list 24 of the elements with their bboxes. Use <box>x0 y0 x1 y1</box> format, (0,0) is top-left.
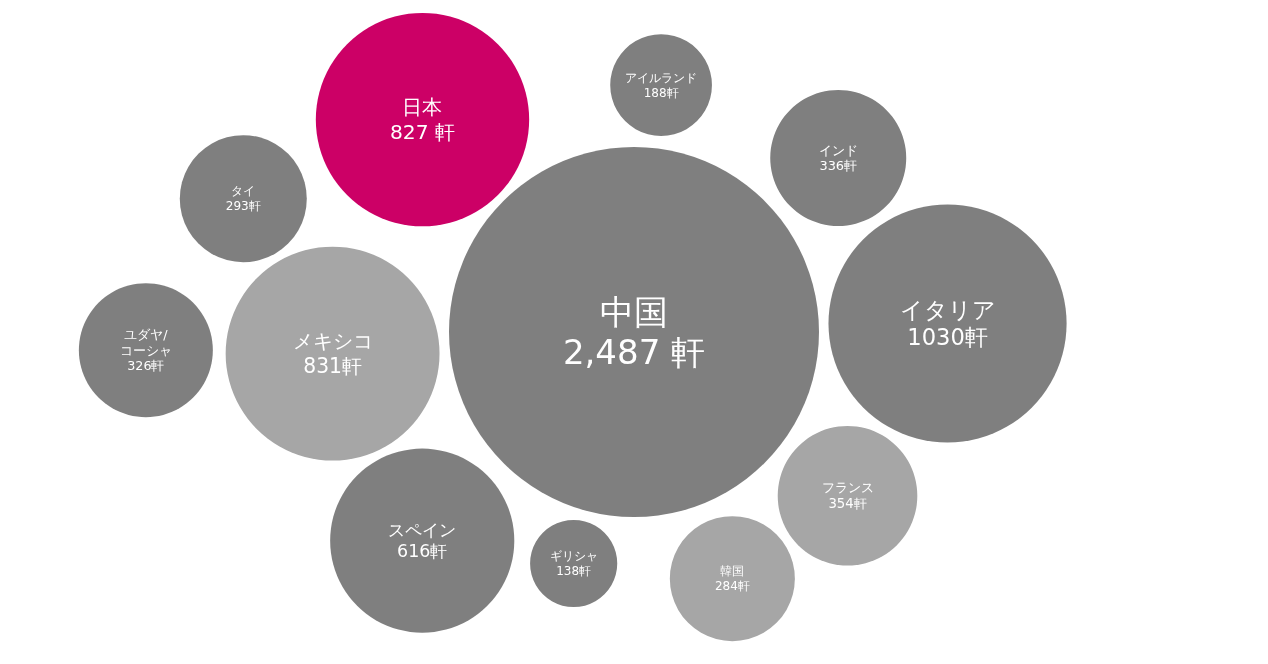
category-label: インド <box>818 142 858 158</box>
category-label: 韓国 <box>720 564 745 579</box>
category-label: タイ <box>231 184 256 199</box>
category-label: メキシコ <box>292 329 373 354</box>
category-label: 中国 <box>600 292 668 332</box>
data-label: 827 軒 <box>389 119 456 144</box>
data-label: 188軒 <box>643 85 679 100</box>
data-label: 138軒 <box>556 564 592 579</box>
category-label: ユダヤ/ コーシャ <box>119 327 172 358</box>
data-label: 284軒 <box>714 579 750 594</box>
category-label: スペイン <box>388 520 457 541</box>
data-label: 2,487 軒 <box>562 332 706 372</box>
data-label: 1030軒 <box>907 324 988 351</box>
data-label: 831軒 <box>303 353 362 378</box>
category-label: イタリア <box>899 296 996 323</box>
data-label: 354軒 <box>828 496 867 512</box>
data-label: 293軒 <box>225 199 261 214</box>
data-label: 616軒 <box>397 541 448 562</box>
category-label: 日本 <box>402 95 443 120</box>
category-label: フランス <box>821 480 874 496</box>
data-label: 326軒 <box>127 358 165 374</box>
category-label: ギリシャ <box>549 549 598 564</box>
data-label: 336軒 <box>819 158 858 174</box>
category-label: アイルランド <box>625 70 698 85</box>
